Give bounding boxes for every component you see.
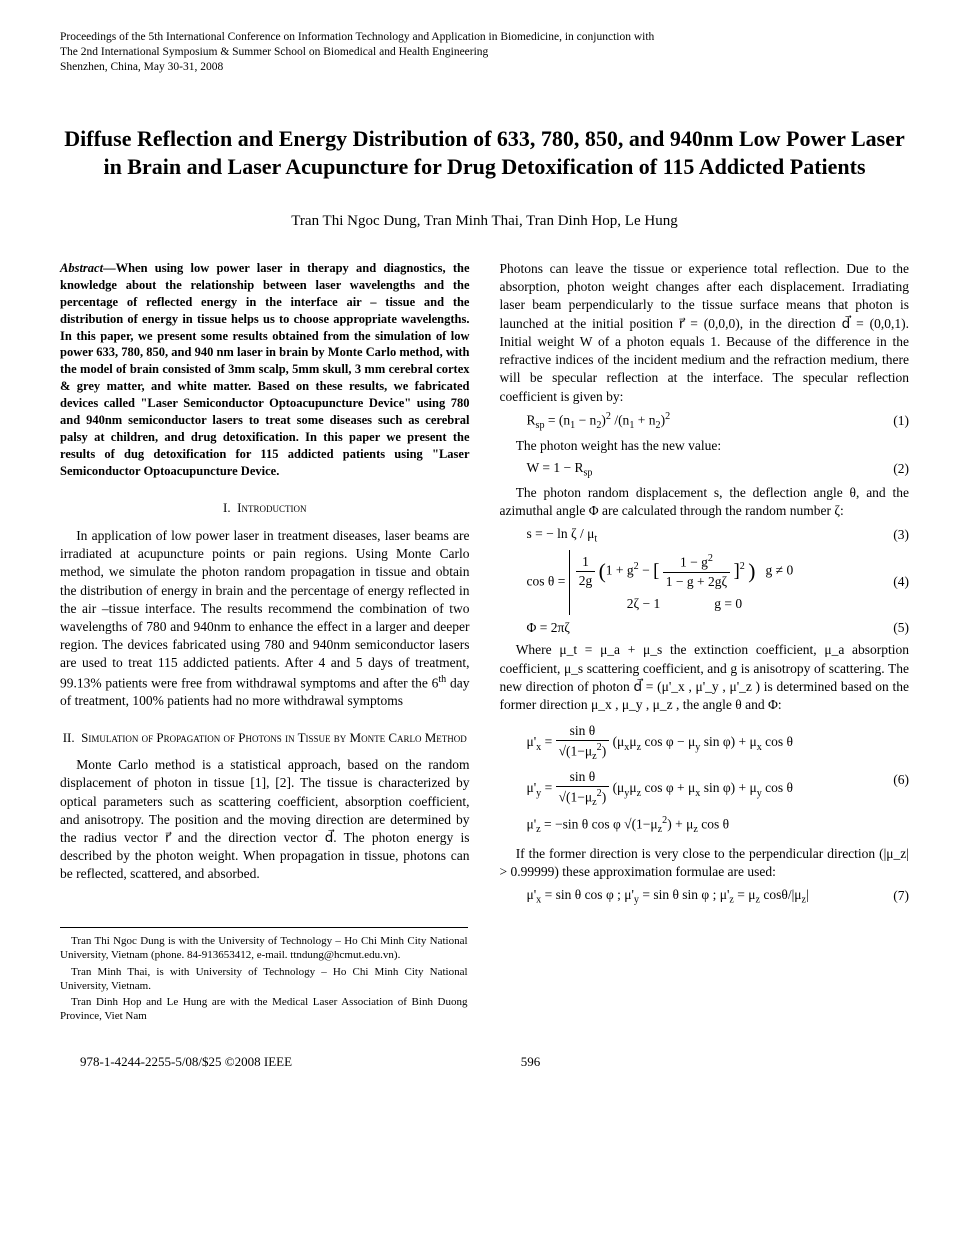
paper-title: Diffuse Reflection and Energy Distributi… (60, 125, 909, 182)
author-affiliations: Tran Thi Ngoc Dung is with the Universit… (60, 927, 468, 1024)
eq1-body: Rsp = (n1 − n2)2 /(n1 + n2)2 (527, 410, 884, 433)
footer-isbn: 978-1-4244-2255-5/08/$25 ©2008 IEEE (80, 1054, 292, 1070)
eq3-num: (3) (883, 526, 909, 544)
proceedings-line2: The 2nd International Symposium & Summer… (60, 45, 909, 60)
eq3-body: s = − ln ζ / μt (527, 525, 884, 546)
equation-2: W = 1 − Rsp (2) (527, 459, 910, 480)
intro-text-1: In application of low power laser in tre… (60, 528, 470, 690)
abstract: Abstract—When using low power laser in t… (60, 260, 470, 479)
col2-paragraph-3: The photon random displacement s, the de… (500, 484, 910, 520)
authors: Tran Thi Ngoc Dung, Tran Minh Thai, Tran… (60, 212, 909, 230)
eq2-num: (2) (883, 460, 909, 478)
eq4-body: cos θ = 1 2g (1 + g2 − [ 1 − g2 1 − g + … (527, 550, 884, 615)
eq5-num: (5) (883, 619, 909, 637)
eq5-body: Φ = 2πζ (527, 619, 884, 637)
section-1-heading: I. Introduction (60, 499, 470, 517)
proceedings-line1: Proceedings of the 5th International Con… (60, 30, 909, 45)
affiliation-1: Tran Thi Ngoc Dung is with the Universit… (60, 934, 468, 963)
equation-7: μ'x = sin θ cos φ ; μ'y = sin θ sin φ ; … (527, 886, 910, 907)
equation-4: cos θ = 1 2g (1 + g2 − [ 1 − g2 1 − g + … (527, 550, 910, 615)
intro-paragraph: In application of low power laser in tre… (60, 527, 470, 711)
section-2-num: II. (63, 730, 75, 745)
footer-page-number: 596 (521, 1054, 541, 1070)
col2-paragraph-1: Photons can leave the tissue or experien… (500, 260, 910, 406)
affiliation-2: Tran Minh Thai, is with University of Te… (60, 965, 468, 994)
section-2-heading: II. Simulation of Propagation of Photons… (60, 729, 470, 747)
section-2-title: Simulation of Propagation of Photons in … (81, 730, 467, 745)
eq4-num: (4) (883, 573, 909, 591)
eq6-body: μ'x = sin θ √(1−μz2) (μxμz cos φ − μy si… (527, 718, 884, 841)
s2-paragraph-1: Monte Carlo method is a statistical appr… (60, 756, 470, 884)
equation-1: Rsp = (n1 − n2)2 /(n1 + n2)2 (1) (527, 410, 910, 433)
affiliation-3: Tran Dinh Hop and Le Hung are with the M… (60, 995, 468, 1024)
equation-6: μ'x = sin θ √(1−μz2) (μxμz cos φ − μy si… (527, 718, 910, 841)
equation-5: Φ = 2πζ (5) (527, 619, 910, 637)
page-footer: 978-1-4244-2255-5/08/$25 ©2008 IEEE 596 (60, 1054, 909, 1070)
eq6-num: (6) (883, 771, 909, 789)
equation-3: s = − ln ζ / μt (3) (527, 525, 910, 546)
col2-paragraph-4: Where μ_t = μ_a + μ_s the extinction coe… (500, 641, 910, 714)
col2-paragraph-2: The photon weight has the new value: (500, 437, 910, 455)
body-columns: Abstract—When using low power laser in t… (60, 260, 909, 907)
eq2-body: W = 1 − Rsp (527, 459, 884, 480)
proceedings-line3: Shenzhen, China, May 30-31, 2008 (60, 60, 909, 75)
section-1-num: I. (223, 500, 231, 515)
eq7-body: μ'x = sin θ cos φ ; μ'y = sin θ sin φ ; … (527, 886, 884, 907)
eq1-num: (1) (883, 412, 909, 430)
col2-paragraph-5: If the former direction is very close to… (500, 845, 910, 881)
section-1-title: Introduction (237, 500, 306, 515)
eq7-num: (7) (883, 887, 909, 905)
proceedings-header: Proceedings of the 5th International Con… (60, 30, 909, 75)
abstract-label: Abstract (60, 261, 103, 275)
abstract-text: —When using low power laser in therapy a… (60, 261, 470, 478)
